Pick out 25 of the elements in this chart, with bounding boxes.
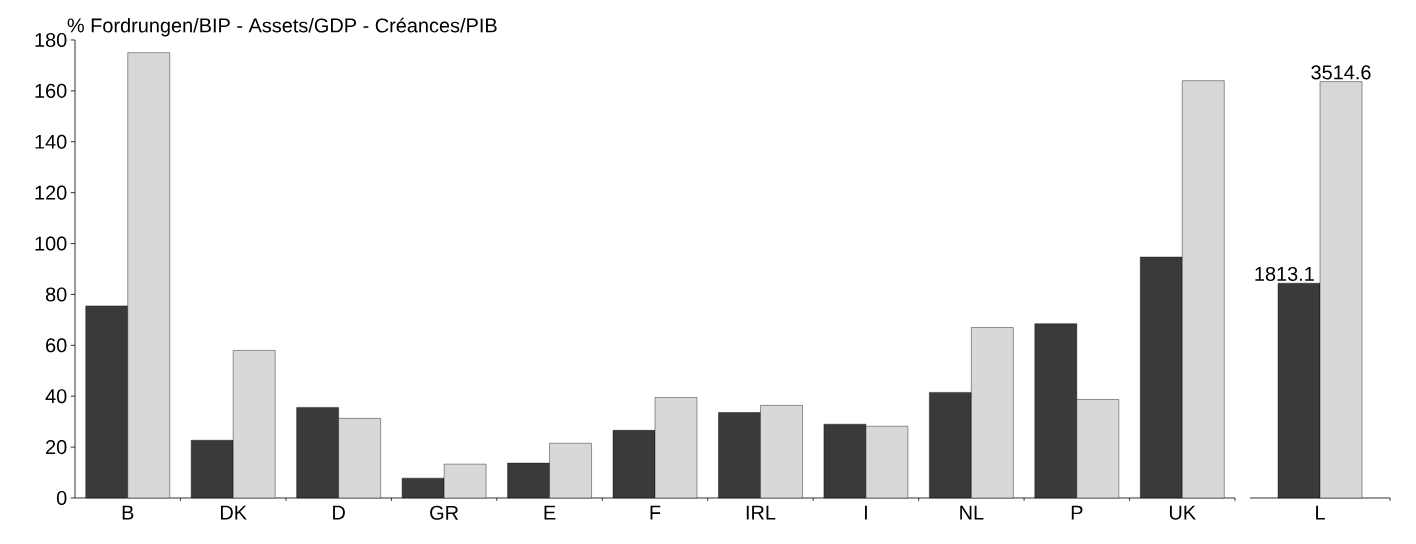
x-tick-label: P [1071,505,1083,520]
x-tick-label: NL [960,505,984,520]
y-tick-label: 160 [35,83,67,98]
x-tick-label: B [122,505,134,520]
y-tick-label: 80 [45,287,67,302]
y-tick-label: 0 [56,490,67,506]
x-tick-label: E [544,505,556,520]
y-tick-label: 100 [35,236,67,251]
y-axis-title: % Fordrungen/BIP - Assets/GDP - Créances/PIB [67,17,497,37]
x-tick-label: I [864,505,867,520]
y-tick-label: 180 [35,32,67,48]
y-tick-label: 60 [46,338,67,353]
y-tick-label: 120 [35,185,67,200]
data-label: 3514.6 [1311,65,1371,80]
data-label: 1813.1 [1255,266,1314,281]
x-tick-label: IRL [746,505,776,520]
x-tick-label: L [1316,505,1325,520]
y-tick-label: 40 [45,389,67,404]
x-tick-label: GR [430,505,459,520]
y-tick-label: 140 [35,134,67,149]
x-tick-label: UK [1169,505,1196,520]
y-tick-label: 20 [46,440,67,455]
x-tick-label: DK [221,505,247,520]
x-tick-label: F [650,505,661,520]
x-tick-label: D [333,505,345,520]
